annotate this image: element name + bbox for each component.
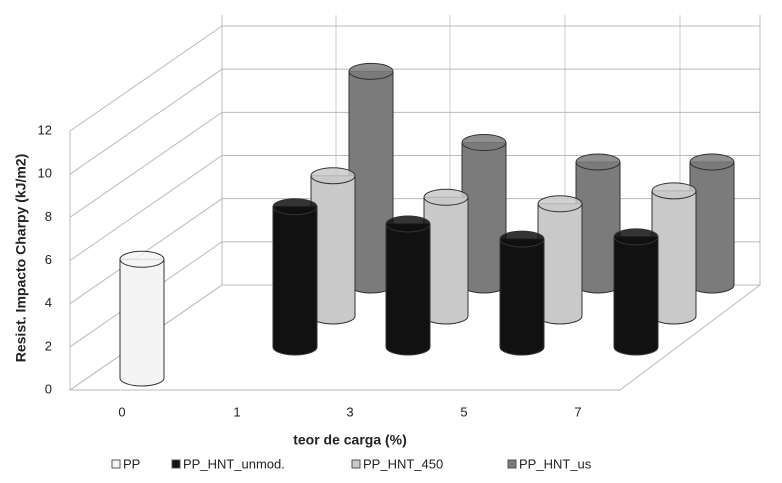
y-tick-label: 6 — [45, 252, 52, 267]
legend-label: PP_HNT_450 — [363, 456, 443, 471]
cylinder — [461, 134, 507, 294]
grid-line — [69, 155, 760, 261]
bar-top — [119, 250, 165, 268]
x-tick-label: 3 — [346, 404, 353, 419]
bar — [651, 190, 697, 325]
bar-top — [423, 188, 469, 206]
cylinder — [385, 215, 431, 356]
legend-label: PP_HNT_us — [519, 456, 592, 471]
bar — [385, 223, 431, 356]
cylinder — [689, 153, 735, 294]
legend-swatch — [351, 459, 361, 469]
cylinder — [423, 188, 469, 325]
y-axis-title: Resist. Impacto Charpy (kJ/m2) — [13, 154, 29, 363]
grid-line — [69, 111, 760, 218]
legend-label: PP_HNT_unmod. — [183, 456, 285, 471]
y-tick-label: 2 — [45, 338, 52, 353]
bar — [499, 238, 545, 356]
bar-top — [537, 195, 583, 213]
legend-swatch — [507, 459, 517, 469]
y-tick-label: 8 — [45, 209, 52, 224]
bar-top — [689, 153, 735, 171]
cylinder — [499, 230, 545, 356]
cylinder — [272, 198, 318, 356]
bar-top — [348, 62, 394, 80]
cylinder — [575, 153, 621, 294]
bar-top — [575, 153, 621, 171]
bar-top — [651, 182, 697, 200]
cylinder — [613, 228, 659, 356]
bar — [119, 258, 165, 387]
bar-top — [613, 228, 659, 246]
grid-line — [69, 25, 760, 132]
bar-top — [461, 134, 507, 152]
bar — [423, 196, 469, 325]
bar-top — [310, 167, 356, 185]
bar — [575, 161, 621, 294]
cylinder — [537, 195, 583, 325]
y-tick-label: 12 — [38, 122, 52, 137]
legend-swatch — [171, 459, 181, 469]
bar — [310, 175, 356, 325]
bar — [613, 236, 659, 356]
y-tick-label: 10 — [38, 166, 52, 181]
legend-swatch — [111, 459, 121, 469]
cylinder — [651, 182, 697, 325]
bar — [461, 142, 507, 294]
x-tick-label: 1 — [233, 404, 240, 419]
bar — [272, 206, 318, 356]
bar-top — [499, 230, 545, 248]
bar-top — [272, 198, 318, 216]
x-tick-label: 5 — [460, 404, 467, 419]
cylinder — [119, 250, 165, 387]
x-tick-label: 0 — [118, 404, 125, 419]
x-axis-title: teor de carga (%) — [293, 432, 407, 448]
cylinder — [310, 167, 356, 325]
bar-top — [385, 215, 431, 233]
legend-label: PP — [123, 456, 140, 471]
x-tick-label: 7 — [574, 404, 581, 419]
bar — [537, 203, 583, 325]
grid-line — [69, 68, 760, 175]
y-tick-label: 0 — [45, 381, 52, 396]
y-tick-label: 4 — [45, 295, 52, 310]
bar — [689, 161, 735, 294]
